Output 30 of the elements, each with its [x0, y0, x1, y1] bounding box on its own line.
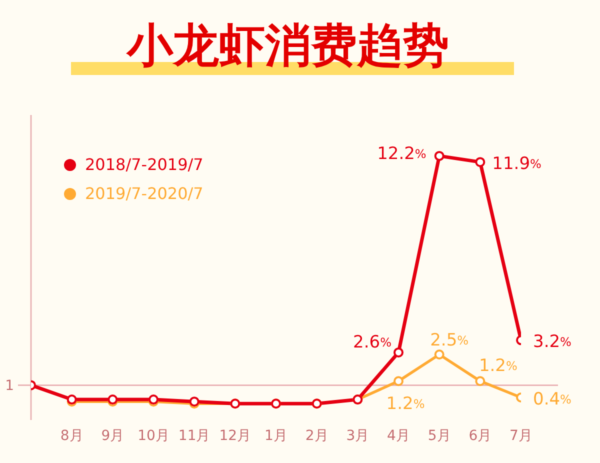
point [475, 376, 486, 386]
data-label: 0.4% [533, 389, 572, 410]
x-tick-label: 8月 [60, 428, 84, 444]
x-tick-label: 5月 [428, 428, 451, 444]
x-tick-label: 6月 [468, 428, 492, 444]
data-label: 2.5% [430, 330, 469, 350]
x-tick-label: 9月 [101, 428, 124, 444]
data-label: 11.9% [492, 154, 542, 174]
ref-line-label: 1 [5, 378, 14, 394]
data-label: 3.2% [533, 332, 572, 352]
data-label: 2.6% [353, 332, 392, 352]
data-label: 12.2% [377, 144, 426, 164]
point [394, 376, 404, 386]
x-tick-label: 2月 [305, 428, 328, 444]
x-tick-label: 7月 [510, 428, 532, 444]
legend-label: 2019/7-2020/7 [85, 184, 204, 203]
point [394, 347, 404, 358]
x-tick-label: 1月 [264, 428, 288, 444]
x-tick-label: 12月 [219, 428, 252, 444]
x-tick-label: 11月 [178, 428, 210, 444]
point [434, 349, 444, 360]
legend-label: 2018/7-2019/7 [85, 155, 204, 174]
point [475, 157, 486, 168]
chart-title: 小龙虾消费趋势 [125, 17, 450, 73]
data-label: 1.2% [386, 394, 425, 414]
x-tick-label: 3月 [346, 428, 370, 444]
x-tick-label: 4月 [387, 428, 410, 444]
x-tick-label: 10月 [138, 428, 170, 444]
point [434, 150, 444, 161]
data-label: 1.2% [478, 356, 518, 376]
